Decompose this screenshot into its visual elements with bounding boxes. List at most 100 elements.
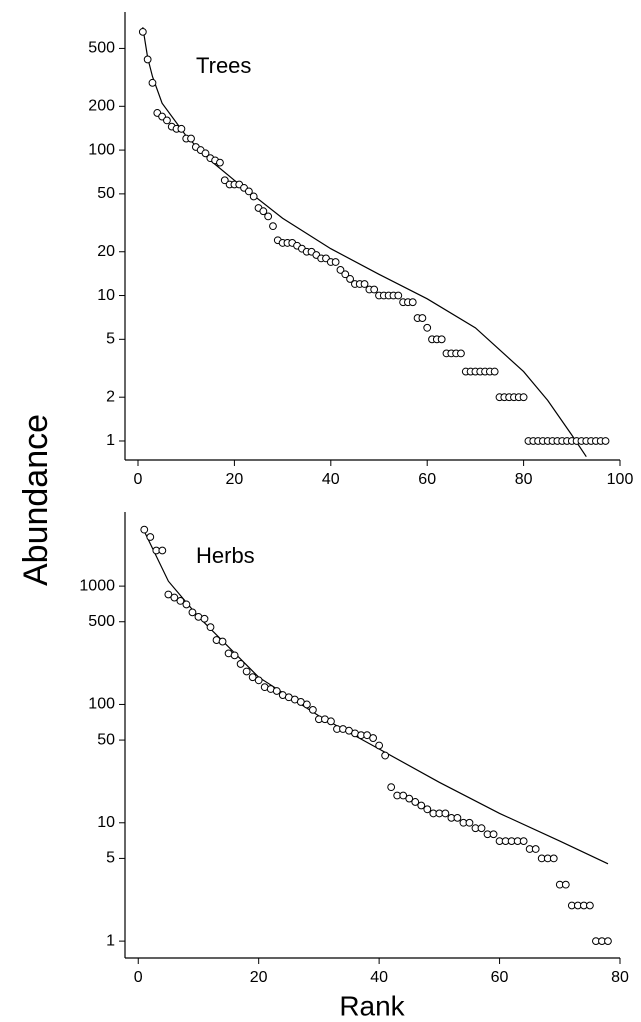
x-tick-label: 40 — [322, 471, 340, 488]
y-tick-label: 10 — [97, 287, 115, 304]
data-point — [360, 280, 369, 288]
fit-curve — [142, 27, 587, 458]
data-point — [272, 687, 281, 695]
data-point — [585, 901, 594, 910]
y-tick-label: 500 — [88, 613, 115, 630]
y-tick-label: 50 — [97, 731, 115, 748]
x-tick-label: 0 — [134, 969, 143, 986]
data-point — [394, 291, 403, 300]
data-point — [411, 798, 420, 806]
data-point — [206, 623, 215, 632]
data-point — [264, 212, 273, 221]
y-tick-label: 100 — [88, 696, 115, 713]
data-point — [549, 854, 558, 863]
x-tick-label: 80 — [515, 471, 533, 488]
data-point — [531, 845, 540, 853]
data-point — [164, 590, 173, 599]
y-tick-label: 1000 — [79, 577, 115, 594]
data-point — [331, 258, 340, 266]
data-point — [457, 349, 465, 358]
data-point — [216, 158, 224, 167]
data-point — [418, 314, 427, 322]
x-tick-label: 100 — [607, 471, 634, 488]
data-point — [519, 837, 528, 846]
data-point — [341, 270, 350, 279]
data-point — [519, 393, 528, 402]
x-tick-label: 60 — [418, 471, 436, 488]
data-point — [308, 705, 317, 714]
data-point — [336, 266, 345, 274]
y-axis-label: Abundance — [17, 414, 55, 586]
x-tick-label: 20 — [250, 969, 268, 986]
data-point — [143, 55, 152, 64]
data-point — [176, 597, 185, 605]
data-point — [465, 818, 474, 827]
y-tick-label: 5 — [106, 331, 115, 348]
data-point — [437, 335, 446, 344]
data-point — [561, 880, 570, 889]
data-point — [604, 937, 612, 946]
x-axis-label: Rank — [339, 990, 405, 1021]
x-tick-label: 0 — [134, 471, 143, 488]
x-tick-label: 20 — [226, 471, 244, 488]
data-point — [408, 298, 417, 307]
data-point — [200, 614, 209, 623]
data-point — [259, 207, 268, 216]
y-tick-label: 5 — [106, 850, 115, 867]
y-tick-label: 100 — [88, 141, 115, 158]
data-point — [182, 600, 191, 609]
data-point — [399, 791, 408, 800]
data-point — [405, 794, 414, 803]
data-point — [269, 222, 277, 231]
data-point — [244, 187, 253, 196]
data-point — [249, 192, 258, 201]
data-point — [242, 667, 251, 676]
data-point — [441, 809, 450, 818]
data-point — [138, 27, 147, 36]
data-point — [423, 805, 432, 814]
panel-label: Trees — [196, 53, 251, 78]
data-point — [158, 546, 167, 555]
fit-curve — [143, 531, 609, 865]
data-point — [370, 285, 379, 294]
y-tick-label: 1 — [106, 432, 115, 449]
data-point — [170, 593, 179, 602]
data-point — [140, 525, 149, 534]
y-tick-label: 500 — [88, 40, 115, 57]
data-point — [375, 741, 384, 750]
data-point — [346, 275, 354, 283]
data-point — [148, 78, 157, 87]
y-tick-label: 20 — [97, 243, 115, 260]
panel-label: Herbs — [196, 543, 255, 568]
data-point — [327, 717, 335, 726]
data-point — [601, 437, 610, 445]
data-point — [254, 676, 263, 685]
data-point — [248, 673, 257, 682]
data-point — [369, 734, 378, 742]
data-point — [220, 176, 229, 185]
x-tick-label: 80 — [611, 969, 629, 986]
data-point — [230, 651, 239, 660]
data-point — [490, 367, 499, 376]
data-point — [387, 783, 396, 792]
data-point — [302, 700, 311, 709]
y-tick-label: 50 — [97, 185, 115, 202]
data-point — [218, 637, 227, 646]
data-point — [423, 323, 432, 332]
data-point — [188, 608, 197, 617]
data-point — [177, 124, 186, 133]
y-tick-label: 1 — [106, 932, 115, 949]
y-tick-label: 10 — [97, 814, 115, 831]
data-point — [453, 813, 462, 822]
y-tick-label: 2 — [106, 388, 115, 405]
x-tick-label: 60 — [491, 969, 509, 986]
data-point — [477, 824, 486, 833]
data-point — [187, 134, 195, 143]
data-point — [489, 830, 498, 839]
data-point — [201, 149, 210, 158]
data-point — [236, 660, 245, 668]
data-point — [381, 751, 390, 760]
data-point — [146, 533, 155, 541]
data-point — [163, 116, 171, 125]
